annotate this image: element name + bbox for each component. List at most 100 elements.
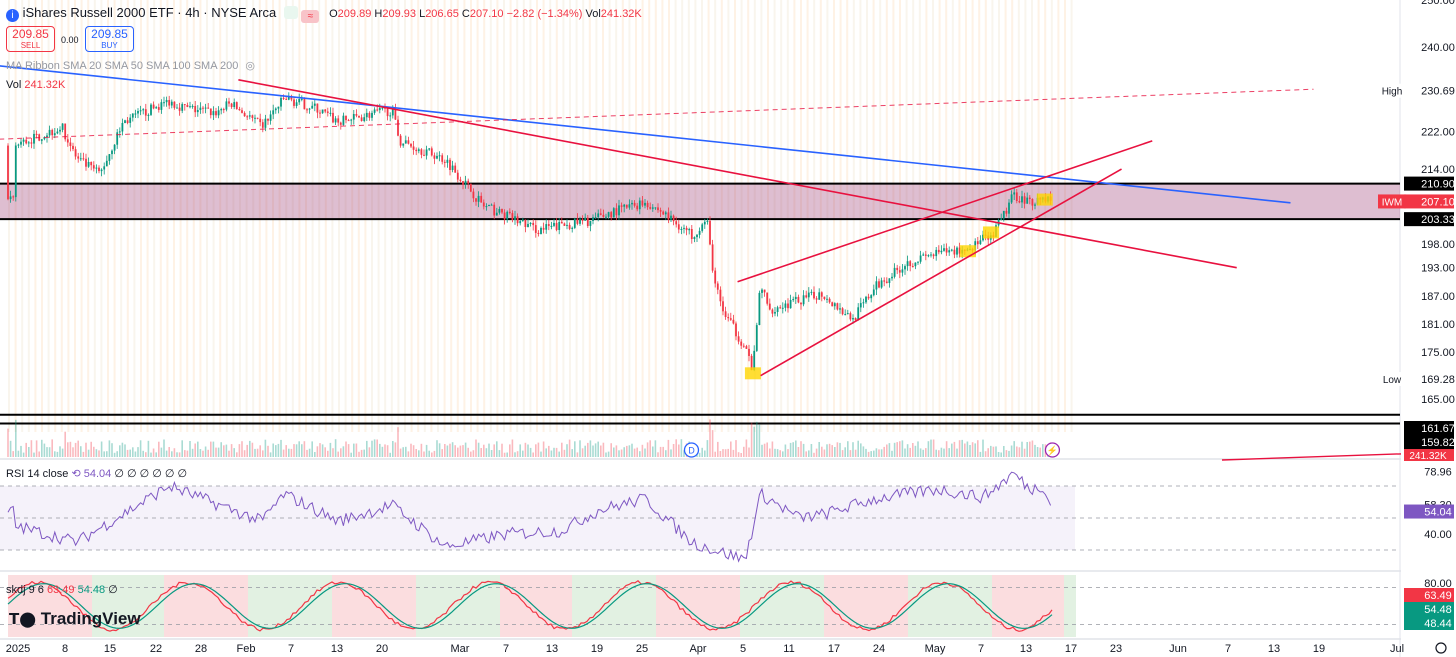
- candle-body: [33, 133, 35, 144]
- skdj-bg: [1052, 575, 1064, 637]
- candle-body: [813, 291, 815, 299]
- volume-bar: [756, 421, 758, 457]
- skdj-bg: [248, 575, 260, 637]
- symbol-title[interactable]: iShares Russell 2000 ETF · 4h · NYSE Arc…: [22, 5, 277, 20]
- volume-bar: [436, 440, 438, 457]
- candle-body: [371, 112, 373, 118]
- candle-body: [61, 123, 64, 130]
- session-stripe: [14, 0, 17, 432]
- candle-body: [779, 307, 782, 309]
- ma-ribbon-legend[interactable]: MA Ribbon SMA 20 SMA 50 SMA 100 SMA 200 …: [6, 60, 256, 72]
- volume-bar: [449, 443, 451, 457]
- axis-tick-label: 214.00: [1421, 164, 1455, 176]
- volume-bar: [945, 441, 948, 457]
- session-stripe: [925, 0, 928, 432]
- volume-bar: [927, 441, 930, 457]
- axis-badge: [1404, 421, 1454, 435]
- volume-bar: [12, 451, 14, 457]
- candles[interactable]: [7, 92, 1053, 380]
- candle-body: [618, 205, 620, 216]
- candle-body: [111, 150, 113, 155]
- session-stripe: [159, 0, 162, 432]
- candle-body: [537, 232, 540, 234]
- session-stripe: [371, 0, 373, 432]
- sell-button[interactable]: 209.85 SELL: [6, 26, 55, 52]
- axis-tick-label: 175.00: [1421, 347, 1455, 359]
- volume-bar: [259, 445, 261, 457]
- time-axis-label: May: [925, 643, 946, 655]
- session-stripe: [753, 0, 756, 432]
- candle-body: [238, 109, 241, 111]
- volume-bar: [303, 441, 306, 457]
- candle-body: [498, 209, 501, 213]
- volume-bar: [459, 445, 462, 457]
- candle-body: [753, 350, 756, 371]
- candle-body: [74, 149, 77, 157]
- volume-bar: [550, 450, 553, 457]
- candle-body: [82, 158, 85, 160]
- volume-bar: [545, 448, 547, 457]
- candle-body: [958, 247, 961, 254]
- candle-body: [519, 221, 522, 224]
- candle-body: [932, 254, 935, 257]
- session-stripe: [470, 0, 472, 432]
- candle-body: [641, 200, 644, 206]
- candle-body: [7, 145, 9, 200]
- candle-body: [176, 107, 178, 109]
- candle-body: [599, 213, 602, 215]
- time-axis-label: 20: [376, 643, 388, 655]
- eye-slash-icon[interactable]: ◎: [245, 60, 256, 72]
- candle-body: [475, 198, 477, 202]
- buy-button[interactable]: 209.85 BUY: [85, 26, 134, 52]
- candle-body: [77, 156, 80, 159]
- axis-tick-label: 63.49: [1424, 590, 1452, 602]
- candle-body: [173, 101, 176, 108]
- volume-bar: [194, 443, 196, 457]
- session-stripe: [107, 0, 109, 432]
- volume-bar: [347, 444, 350, 457]
- volume-bar: [334, 439, 337, 457]
- volume-bar: [490, 450, 493, 457]
- volume-bar: [308, 448, 311, 457]
- volume-bar: [446, 445, 449, 457]
- skdj-bg: [872, 575, 884, 637]
- volume-bar: [103, 451, 105, 457]
- session-stripe: [199, 0, 202, 432]
- candle-body: [763, 289, 766, 293]
- price-axis[interactable]: 250.00 240.00 230.69 222.00 214.00 210.90 207.…: [1378, 0, 1456, 657]
- volume-bar: [392, 441, 394, 457]
- skdj-bg: [812, 575, 824, 637]
- volume-bar: [654, 440, 657, 457]
- candle-body: [859, 303, 862, 308]
- candle-body: [152, 104, 155, 109]
- axis-tick-label: 165.00: [1421, 394, 1455, 406]
- session-stripe: [588, 0, 591, 432]
- session-stripe: [186, 0, 189, 432]
- info-circle-icon[interactable]: i: [6, 9, 19, 22]
- volume-bar: [990, 445, 992, 457]
- rsi-legend[interactable]: RSI 14 close ⟲ 54.04 ∅ ∅ ∅ ∅ ∅ ∅: [6, 468, 188, 480]
- currency-status-icon[interactable]: ≈: [301, 10, 320, 23]
- volume-bar: [340, 448, 342, 457]
- volume-bar: [256, 448, 259, 457]
- volume-bar: [472, 450, 475, 457]
- volume-bar: [264, 439, 267, 457]
- skdj-bg: [1004, 575, 1016, 637]
- volume-legend[interactable]: Vol 241.32K: [6, 79, 66, 91]
- candle-body: [891, 276, 893, 279]
- trendlines[interactable]: D ⚡: [0, 61, 1456, 461]
- candle-body: [1002, 210, 1005, 219]
- time-axis[interactable]: 2025 8 15 22 28 Feb 7 13 20 Mar 7 13 19 25 Apr 5 11 17 24 M…: [6, 642, 1447, 655]
- skdj-bg: [464, 575, 476, 637]
- volume-bar: [233, 448, 235, 457]
- rsi-settings-icon[interactable]: ⟲: [71, 468, 81, 480]
- volume-bar: [789, 442, 792, 457]
- session-stripe: [34, 0, 37, 432]
- market-status-icon[interactable]: [283, 6, 298, 19]
- axis-tick-label: 198.00: [1421, 239, 1455, 251]
- skdj-legend[interactable]: skdj 9 6 63.49 54.48 ∅: [6, 584, 118, 596]
- volume-bar: [139, 440, 142, 457]
- volume-bar: [282, 449, 285, 457]
- candle-body: [365, 112, 368, 118]
